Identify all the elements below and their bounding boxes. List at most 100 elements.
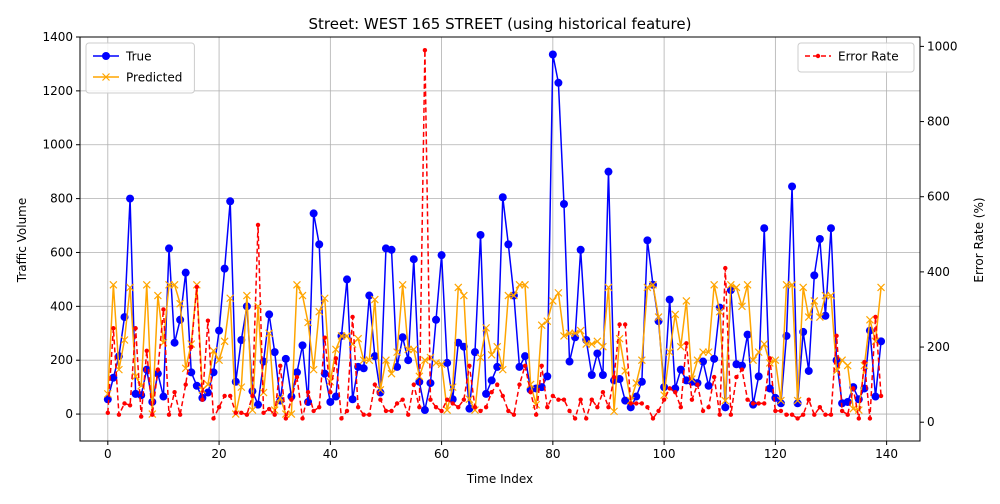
y-tick-label: 400 [50, 299, 73, 313]
point-true [298, 341, 307, 350]
point-predicted [721, 396, 730, 405]
point-error-rate [517, 382, 522, 387]
point-true [821, 311, 830, 320]
point-true [632, 392, 641, 401]
point-predicted [699, 348, 707, 357]
point-true [760, 224, 769, 233]
point-error-rate [622, 322, 628, 327]
point-error-rate [572, 416, 578, 421]
point-error-rate [851, 386, 856, 391]
point-true [554, 78, 563, 87]
point-predicted [854, 406, 863, 414]
point-predicted [315, 307, 324, 316]
chart-title: Street: WEST 165 STREET (using historica… [309, 15, 692, 33]
point-error-rate [283, 416, 289, 421]
point-error-rate [678, 404, 683, 410]
y2-tick-label: 800 [927, 115, 950, 129]
point-predicted [409, 345, 418, 354]
point-predicted [810, 297, 819, 305]
point-true [187, 368, 196, 377]
point-error-rate [561, 397, 567, 402]
point-predicted [343, 332, 351, 340]
point-predicted [142, 280, 151, 289]
series-true [103, 50, 886, 415]
point-true [348, 395, 357, 404]
point-error-rate [711, 374, 717, 380]
point-true [137, 391, 146, 400]
point-error-rate [483, 404, 489, 410]
point-true [498, 193, 507, 202]
point-predicted [337, 332, 346, 340]
point-error-rate [433, 404, 439, 410]
point-true [265, 310, 274, 319]
point-predicted [153, 291, 162, 300]
point-predicted [554, 288, 563, 297]
point-true [409, 255, 418, 264]
point-error-rate [133, 326, 138, 331]
point-error-rate [650, 416, 656, 421]
point-true [220, 264, 229, 273]
point-predicted [715, 307, 724, 316]
point-predicted [382, 356, 390, 365]
point-error-rate [739, 367, 745, 372]
point-true [804, 366, 813, 375]
point-true [493, 362, 502, 371]
point-true [665, 295, 674, 304]
point-error-rate [567, 408, 572, 414]
point-true [771, 393, 780, 402]
point-error-rate [266, 406, 272, 412]
point-predicted [370, 295, 379, 304]
point-true [281, 354, 290, 363]
point-true [826, 224, 835, 233]
point-error-rate [845, 412, 850, 417]
point-true [326, 397, 335, 406]
x-tick-label: 140 [875, 447, 898, 461]
point-true [159, 392, 168, 401]
point-error-rate [734, 374, 739, 380]
point-predicted [487, 350, 496, 359]
point-predicted [459, 291, 468, 300]
point-error-rate [773, 408, 778, 414]
point-error-rate [122, 401, 127, 406]
point-error-rate [161, 307, 166, 312]
point-error-rate [750, 401, 756, 406]
point-true [192, 381, 201, 390]
point-error-rate [600, 389, 606, 395]
point-error-rate [495, 382, 500, 387]
point-error-rate [695, 382, 700, 387]
point-true [437, 251, 446, 260]
series-line-predicted [107, 284, 882, 415]
point-error-rate [216, 404, 222, 410]
point-error-rate [244, 412, 250, 417]
point-error-rate [856, 416, 862, 421]
y2-tick-label: 400 [927, 265, 950, 279]
point-error-rate [667, 386, 672, 391]
point-true [476, 230, 485, 239]
point-predicted [359, 356, 368, 365]
point-true [765, 384, 774, 393]
point-predicted [248, 406, 257, 414]
point-predicted [704, 348, 713, 357]
point-predicted [649, 280, 657, 289]
point-true [226, 197, 235, 206]
point-error-rate [489, 389, 494, 395]
x-axis-label: Time Index [466, 472, 533, 486]
x-tick-label: 0 [104, 447, 112, 461]
point-error-rate [205, 318, 211, 323]
point-true [576, 245, 585, 254]
point-error-rate [817, 404, 823, 410]
x-tick-label: 120 [764, 447, 787, 461]
point-predicted [448, 383, 457, 392]
point-predicted [476, 353, 485, 362]
point-true [504, 240, 513, 249]
point-error-rate [461, 397, 467, 402]
point-predicted [643, 283, 652, 292]
point-predicted [710, 280, 719, 289]
point-predicted [437, 360, 446, 369]
y2-tick-label: 1000 [927, 39, 958, 53]
point-true [565, 357, 574, 366]
point-error-rate [673, 389, 678, 395]
point-true [359, 364, 368, 373]
point-predicted [598, 342, 607, 351]
y-tick-label: 1400 [42, 30, 73, 44]
